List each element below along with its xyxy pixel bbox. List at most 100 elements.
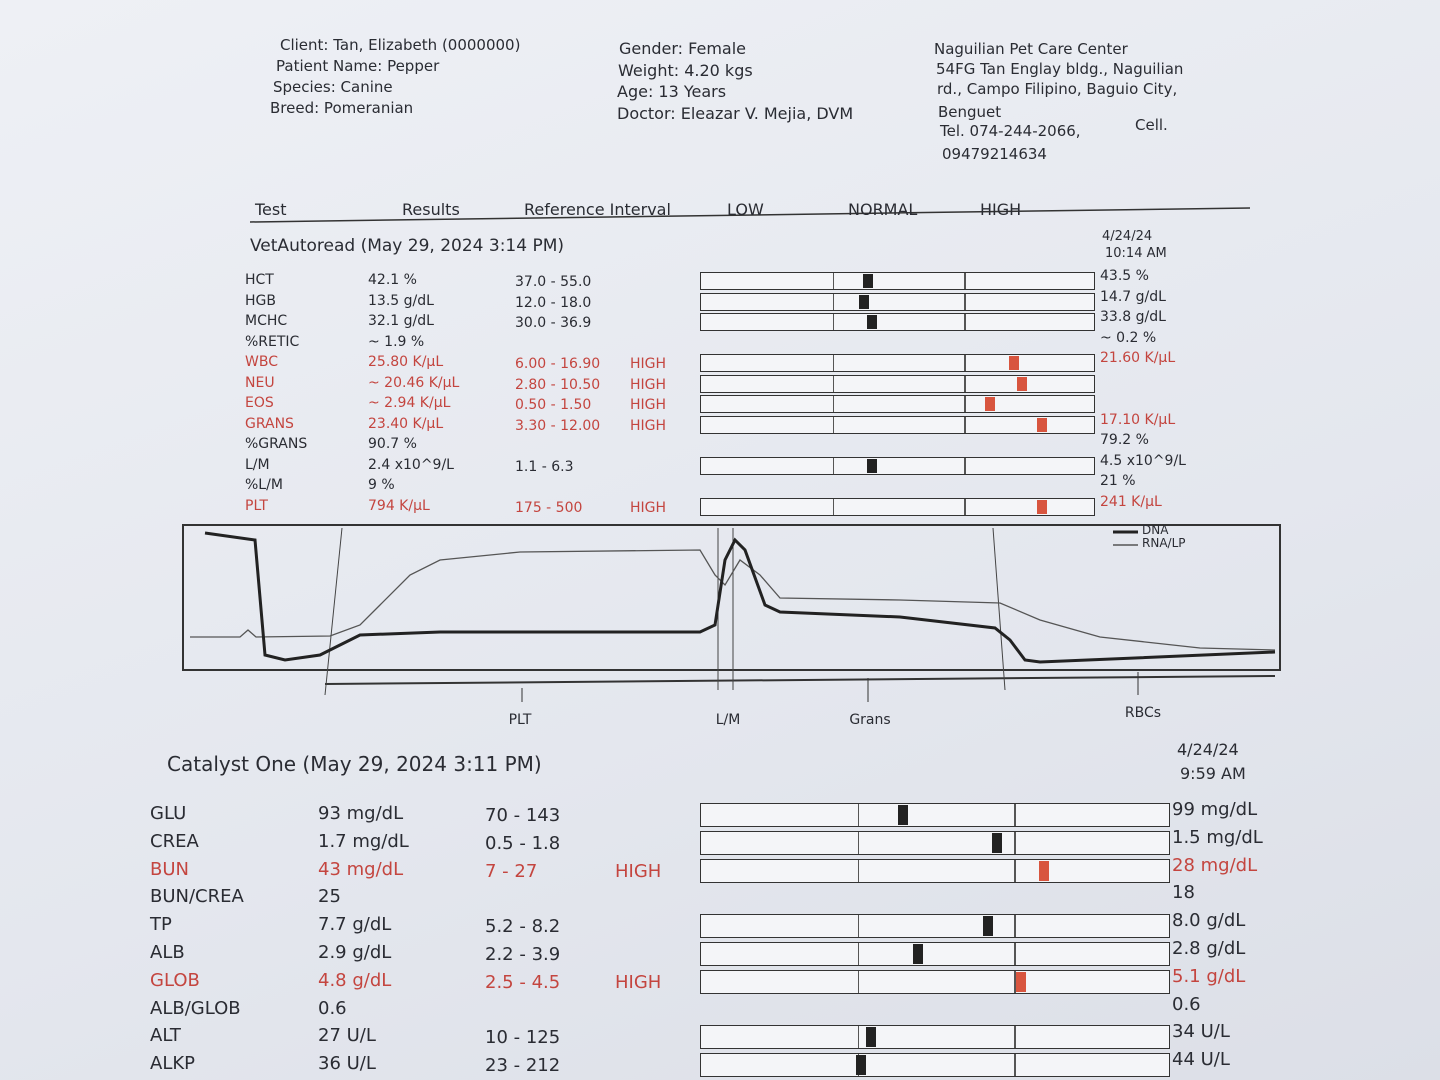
previous-result: 79.2 %: [1100, 432, 1149, 448]
reference-interval: 5.2 - 8.2: [485, 916, 561, 938]
range-divider: [857, 970, 860, 993]
test-result: 25.80 K/µL: [368, 354, 444, 370]
test-name: HCT: [245, 272, 274, 288]
range-bar: [700, 830, 1170, 855]
previous-time: 10:14 AM: [1105, 246, 1167, 261]
test-name: ALB: [150, 942, 185, 963]
clinic-info: rd., Campo Filipino, Baguio City,: [937, 80, 1178, 98]
test-result: 794 K/µL: [368, 497, 430, 514]
high-flag: HIGH: [630, 356, 667, 372]
histogram-label: L/M: [715, 712, 741, 728]
range-divider: [832, 396, 835, 412]
high-flag: HIGH: [615, 971, 662, 993]
range-bar: [700, 395, 1095, 413]
range-divider: [832, 416, 835, 433]
high-flag: HIGH: [630, 397, 667, 413]
range-bar: [700, 1053, 1170, 1078]
test-result: ~ 2.94 K/µL: [368, 395, 451, 411]
range-divider: [964, 396, 966, 412]
reference-interval: 30.0 - 36.9: [515, 315, 592, 331]
legend-label: DNA: [1142, 523, 1169, 537]
range-bar: [700, 313, 1095, 331]
result-marker: [983, 916, 993, 937]
patient-info: Patient Name: Pepper: [276, 57, 440, 75]
range-divider: [832, 498, 835, 515]
test-result: 2.4 x10^9/L: [368, 456, 454, 473]
reference-interval: 37.0 - 55.0: [515, 274, 592, 290]
test-result: 7.7 g/dL: [318, 914, 392, 936]
histogram-label: PLT: [508, 712, 532, 728]
test-result: 1.7 mg/dL: [318, 830, 409, 852]
range-divider: [857, 915, 860, 938]
clinic-info: Tel. 074-244-2066,: [940, 122, 1081, 140]
range-divider: [964, 457, 966, 474]
range-divider: [1014, 915, 1016, 938]
range-divider: [964, 293, 966, 310]
previous-result: 5.1 g/dL: [1172, 965, 1246, 987]
test-name: ALB/GLOB: [150, 997, 241, 1019]
test-result: 2.9 g/dL: [318, 942, 392, 963]
test-result: 13.5 g/dL: [368, 292, 434, 309]
test-name: GLU: [150, 803, 187, 824]
previous-result: 0.6: [1172, 993, 1201, 1015]
range-divider: [964, 273, 966, 289]
legend-label: RNA/LP: [1142, 536, 1186, 550]
test-result: 90.7 %: [368, 436, 417, 452]
range-divider: [1014, 859, 1016, 882]
test-name: %RETIC: [245, 333, 300, 350]
patient-detail: Weight: 4.20 kgs: [618, 61, 753, 80]
range-bar: [700, 497, 1095, 516]
test-name: PLT: [245, 497, 268, 514]
test-name: ALT: [150, 1025, 181, 1047]
test-result: 27 U/L: [318, 1025, 376, 1047]
test-result: 23.40 K/µL: [368, 415, 444, 432]
result-marker: [862, 274, 873, 288]
previous-result: 33.8 g/dL: [1100, 309, 1166, 325]
result-marker: [866, 458, 877, 473]
reference-interval: 0.50 - 1.50: [515, 397, 592, 413]
range-divider: [1014, 1054, 1016, 1077]
test-name: %GRANS: [245, 436, 308, 452]
reference-interval: 12.0 - 18.0: [515, 294, 592, 311]
clinic-info: Benguet: [938, 103, 1002, 121]
result-marker: [856, 1055, 867, 1076]
result-marker: [1015, 971, 1026, 992]
column-header: NORMAL: [848, 200, 918, 219]
previous-result: 1.5 mg/dL: [1172, 826, 1263, 848]
test-result: 25: [318, 886, 341, 908]
reference-interval: 1.1 - 6.3: [515, 458, 574, 475]
column-header: Results: [402, 200, 460, 219]
test-name: GRANS: [245, 415, 294, 432]
test-name: BUN/CREA: [150, 886, 244, 908]
range-bar: [700, 803, 1170, 827]
result-marker: [1017, 376, 1027, 391]
range-divider: [832, 273, 835, 289]
range-bar: [700, 456, 1095, 475]
reference-interval: 10 - 125: [485, 1027, 561, 1049]
test-name: MCHC: [245, 313, 288, 329]
previous-result: 4.5 x10^9/L: [1100, 452, 1186, 469]
previous-date: 4/24/24: [1102, 229, 1153, 244]
range-divider: [832, 314, 835, 330]
previous-result: 2.8 g/dL: [1172, 938, 1246, 959]
patient-info: Client: Tan, Elizabeth (0000000): [280, 36, 521, 54]
range-bar: [700, 969, 1170, 994]
result-marker: [1039, 860, 1050, 881]
clinic-info: Cell.: [1135, 116, 1168, 134]
range-bar: [700, 354, 1095, 372]
range-bar: [700, 942, 1170, 966]
range-divider: [832, 375, 835, 392]
test-name: L/M: [245, 456, 270, 473]
range-divider: [964, 375, 966, 392]
range-bar: [700, 272, 1095, 290]
range-divider: [1014, 804, 1016, 826]
reference-interval: 3.30 - 12.00: [515, 417, 601, 434]
patient-detail: Age: 13 Years: [617, 82, 727, 101]
test-result: 42.1 %: [368, 272, 417, 288]
high-flag: HIGH: [630, 376, 667, 393]
patient-info: Species: Canine: [273, 78, 393, 96]
previous-result: 34 U/L: [1172, 1021, 1230, 1043]
clinic-info: 09479214634: [942, 145, 1047, 163]
range-divider: [964, 355, 966, 371]
column-header: Test: [255, 200, 287, 219]
